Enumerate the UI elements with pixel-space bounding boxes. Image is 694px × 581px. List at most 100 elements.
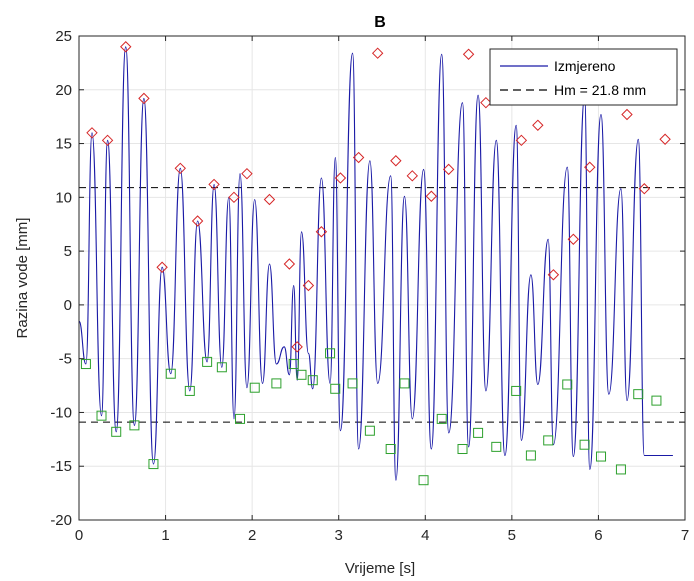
y-tick-label: 5 xyxy=(64,243,72,260)
crest-marker xyxy=(547,269,560,281)
crest-marker xyxy=(228,191,240,204)
crest-marker xyxy=(406,170,419,182)
x-axis-label: Vrijeme [s] xyxy=(345,560,415,577)
crest-marker xyxy=(442,163,455,176)
trough-marker xyxy=(288,359,299,370)
trough-marker xyxy=(399,378,410,389)
legend: Izmjereno Hm = 21.8 mm xyxy=(489,48,678,106)
trough-marker xyxy=(436,413,447,424)
y-tick-label: 20 xyxy=(55,82,72,99)
trough-marker xyxy=(129,420,140,431)
crest-marker xyxy=(86,127,98,139)
trough-marker xyxy=(111,426,122,437)
crest-marker xyxy=(371,47,384,59)
crest-marker xyxy=(101,134,114,147)
trough-marker xyxy=(596,451,607,462)
trough-marker xyxy=(202,356,213,367)
trough-marker xyxy=(80,359,91,370)
crest-marker xyxy=(567,233,580,245)
y-tick-label: 10 xyxy=(55,189,72,206)
trough-marker xyxy=(165,368,176,379)
crest-marker xyxy=(302,279,315,292)
x-tick-label: 6 xyxy=(594,527,602,544)
trough-marker xyxy=(249,382,260,393)
crest-marker xyxy=(390,155,402,167)
trough-marker xyxy=(525,450,536,461)
hm-lines xyxy=(79,187,685,423)
crest-marker xyxy=(291,341,303,353)
legend-box xyxy=(489,48,678,106)
x-tick-label: 3 xyxy=(335,527,343,544)
trough-marker xyxy=(184,385,195,396)
y-tick-label: 0 xyxy=(64,297,72,314)
x-tick-label: 0 xyxy=(75,527,83,544)
markers xyxy=(80,41,671,486)
trough-marker xyxy=(307,375,318,386)
crest-marker xyxy=(191,215,204,227)
x-tick-label: 4 xyxy=(421,527,429,544)
trough-marker xyxy=(579,439,590,450)
trough-marker xyxy=(296,369,307,380)
crest-marker xyxy=(334,172,347,184)
crest-marker xyxy=(241,167,253,180)
trough-marker xyxy=(651,395,662,406)
crest-marker xyxy=(315,226,328,238)
trough-marker xyxy=(216,362,227,373)
trough-marker xyxy=(385,444,396,455)
trough-marker xyxy=(615,464,626,475)
x-tick-label: 1 xyxy=(161,527,169,544)
trough-marker xyxy=(543,435,554,446)
crest-marker xyxy=(120,41,132,53)
trough-marker xyxy=(347,378,358,389)
crest-marker xyxy=(156,261,168,273)
trough-marker xyxy=(325,348,336,359)
crest-marker xyxy=(659,133,671,145)
y-tick-label: -20 xyxy=(50,512,72,529)
plot-frame xyxy=(78,35,686,521)
trough-marker xyxy=(271,378,282,389)
crest-marker xyxy=(352,151,365,164)
legend-label-measured: Izmjereno xyxy=(554,58,616,74)
trough-marker xyxy=(148,459,159,470)
trough-marker xyxy=(511,385,522,396)
y-axis-label: Razina vode [mm] xyxy=(14,218,31,339)
crest-marker xyxy=(532,119,544,131)
crest-marker xyxy=(515,134,528,147)
trough-marker xyxy=(491,441,502,452)
x-tick-label: 5 xyxy=(508,527,516,544)
trough-marker xyxy=(330,383,341,394)
ticks: 0 1 2 3 4 5 6 7 -20 -15 -10 -5 0 5 10 15 20 25 xyxy=(50,28,689,544)
measured-series-line xyxy=(78,46,673,481)
crest-marker xyxy=(584,161,596,173)
crest-marker xyxy=(621,108,633,121)
chart-title: B xyxy=(374,14,386,31)
y-tick-label: -5 xyxy=(59,351,72,368)
y-tick-label: 15 xyxy=(55,136,72,153)
crest-marker xyxy=(138,92,150,105)
trough-marker xyxy=(96,410,107,421)
trough-marker xyxy=(562,379,573,390)
crest-marker xyxy=(263,193,276,206)
y-tick-label: -15 xyxy=(50,458,72,475)
series-line xyxy=(78,46,673,481)
trough-marker xyxy=(364,425,375,436)
x-tick-label: 2 xyxy=(248,527,256,544)
y-tick-label: -10 xyxy=(50,404,72,421)
trough-marker xyxy=(633,389,644,400)
x-tick-label: 7 xyxy=(681,527,689,544)
y-tick-label: 25 xyxy=(55,28,72,45)
trough-marker xyxy=(235,413,246,424)
trough-marker xyxy=(418,475,429,486)
crest-marker xyxy=(208,178,220,191)
crest-marker xyxy=(462,48,475,60)
trough-marker xyxy=(473,427,484,438)
trough-marker xyxy=(457,444,468,455)
crest-marker xyxy=(638,183,651,195)
crest-marker xyxy=(174,162,186,175)
crest-marker xyxy=(425,190,438,202)
grid xyxy=(78,35,686,521)
crest-marker xyxy=(283,258,296,270)
legend-label-hm: Hm = 21.8 mm xyxy=(554,82,646,98)
crest-marker xyxy=(480,96,492,109)
